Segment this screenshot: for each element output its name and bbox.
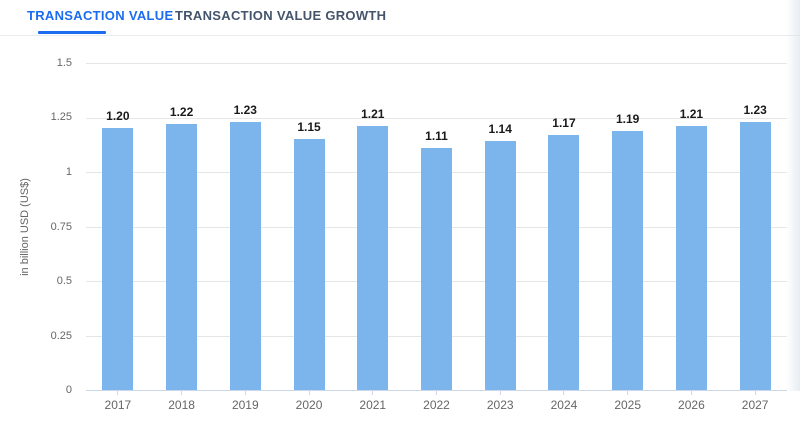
active-tab-underline [38, 31, 106, 34]
x-axis-tick [690, 390, 692, 395]
y-axis-tick-label: 0.5 [56, 274, 72, 287]
bar-2027[interactable] [739, 121, 771, 390]
bar-chart: in billion USD (US$) 0 0.25 0.5 0.75 1 1.25 1.… [0, 36, 800, 431]
y-axis-tick-label: 1 [65, 165, 72, 178]
bar-value-label: 1.23 [233, 102, 257, 117]
bar-value-label: 1.22 [169, 105, 194, 120]
tab-bar: TRANSACTION VALUE TRANSACTION VALUE GROW… [0, 0, 800, 36]
x-axis-tick [627, 390, 629, 395]
x-axis-tick [499, 390, 501, 395]
y-axis-tick-label: 0 [65, 384, 72, 396]
y-axis-tick-label: 0.25 [50, 329, 72, 342]
x-axis-label-2019: 2019 [231, 398, 259, 412]
bar-2023[interactable] [484, 141, 516, 390]
bar-2019[interactable] [229, 121, 261, 390]
bar-value-label: 1.21 [361, 107, 385, 122]
bar-2026[interactable] [675, 126, 707, 390]
tab-transaction-value[interactable]: TRANSACTION VALUE [27, 8, 174, 23]
bar-2025[interactable] [612, 130, 644, 390]
bar-value-label: 1.17 [552, 115, 576, 130]
bar-value-label: 1.19 [615, 111, 640, 126]
bar-2017[interactable] [102, 128, 134, 390]
x-axis-label-2023: 2023 [486, 398, 514, 412]
x-axis-label-2020: 2020 [295, 398, 323, 412]
tab-transaction-value-growth[interactable]: TRANSACTION VALUE GROWTH [175, 8, 387, 23]
x-axis-tick [372, 390, 374, 395]
x-axis-tick [244, 390, 246, 395]
x-axis-label-2021: 2021 [359, 398, 387, 412]
bar-value-label: 1.15 [297, 120, 321, 135]
x-axis-label-2026: 2026 [678, 398, 705, 412]
x-axis-label-2025: 2025 [614, 398, 642, 412]
bar-value-label: 1.21 [679, 107, 704, 122]
x-axis-tick [117, 390, 119, 395]
x-axis-label-2018: 2018 [168, 398, 195, 412]
x-axis-tick [181, 390, 183, 395]
bar-value-label: 1.11 [425, 129, 448, 144]
gridline [86, 117, 787, 119]
x-axis-label-2017: 2017 [104, 398, 132, 412]
bar-value-label: 1.20 [106, 109, 130, 124]
x-axis-label-2027: 2027 [741, 398, 769, 412]
x-axis-label-2024: 2024 [550, 398, 578, 412]
x-axis-tick [563, 390, 565, 395]
y-axis-tick-label: 1.5 [56, 57, 72, 69]
bar-2020[interactable] [293, 139, 325, 390]
x-axis-tick [436, 390, 437, 395]
plot-area: 0 0.25 0.5 0.75 1 1.25 1.5 1.20 2017 1.22 2018 1.23… [51, 57, 787, 412]
bar-2022[interactable] [421, 148, 452, 390]
y-axis-tick-label: 0.75 [50, 220, 72, 233]
bar-value-label: 1.14 [488, 122, 512, 137]
bar-2018[interactable] [166, 124, 198, 390]
gridline [86, 63, 787, 64]
x-axis-label-2022: 2022 [423, 398, 450, 412]
x-axis-tick [754, 390, 756, 395]
bar-value-label: 1.23 [743, 102, 767, 117]
x-axis-tick [308, 390, 310, 395]
bar-2024[interactable] [548, 134, 580, 390]
bar-2021[interactable] [357, 126, 389, 390]
y-axis-tick-label: 1.25 [50, 111, 72, 124]
